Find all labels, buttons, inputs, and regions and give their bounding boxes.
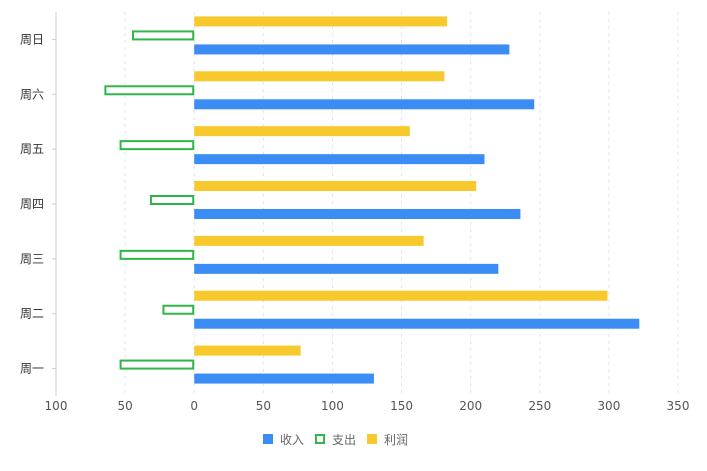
bar-支出[interactable]	[119, 140, 195, 151]
x-tick-label: 50	[117, 399, 132, 413]
category-label: 周四	[20, 197, 44, 211]
bar-收入[interactable]	[194, 263, 499, 274]
bar-支出[interactable]	[149, 195, 195, 205]
bar-利润[interactable]	[194, 235, 424, 246]
x-tick-label: 50	[256, 399, 271, 413]
x-tick-label: 350	[667, 399, 690, 413]
legend-swatch[interactable]	[367, 434, 377, 444]
axes: 100 50 0 50 100 150 200 250 300 350 周一 周二 周三 周四 周五 周六 周日	[20, 12, 689, 413]
bar-收入[interactable]	[194, 373, 374, 384]
bar-收入[interactable]	[194, 154, 485, 165]
bar-利润[interactable]	[194, 345, 301, 356]
legend-swatch[interactable]	[263, 434, 273, 444]
bar-支出[interactable]	[119, 249, 195, 260]
bar-利润[interactable]	[194, 71, 445, 82]
bar-收入[interactable]	[194, 99, 535, 110]
bar-支出[interactable]	[104, 85, 195, 96]
bar-支出[interactable]	[132, 30, 195, 41]
bars	[104, 16, 640, 384]
bar-利润[interactable]	[194, 126, 410, 137]
bar-支出[interactable]	[119, 359, 195, 370]
x-tick-label: 0	[190, 399, 198, 413]
legend-swatch[interactable]	[315, 434, 325, 444]
legend-label[interactable]: 利润	[384, 433, 408, 447]
bar-收入[interactable]	[194, 318, 640, 329]
category-label: 周一	[20, 362, 44, 376]
bar-利润[interactable]	[194, 290, 608, 301]
category-label: 周二	[20, 307, 44, 321]
category-label: 周五	[20, 142, 44, 156]
bar-支出[interactable]	[162, 304, 195, 315]
category-label: 周六	[20, 87, 44, 101]
x-tick-label: 250	[528, 399, 551, 413]
x-tick-label: 150	[390, 399, 413, 413]
bar-收入[interactable]	[194, 44, 510, 55]
x-tick-label: 200	[459, 399, 482, 413]
x-tick-label: 300	[597, 399, 620, 413]
legend-label[interactable]: 支出	[332, 433, 356, 447]
legend: 收入 支出 利润	[263, 433, 408, 447]
x-tick-label: 100	[321, 399, 344, 413]
grid-lines	[124, 12, 679, 396]
legend-label[interactable]: 收入	[280, 433, 304, 447]
bar-利润[interactable]	[194, 16, 448, 27]
bar-利润[interactable]	[194, 181, 477, 191]
category-label: 周日	[20, 32, 44, 46]
bar-收入[interactable]	[194, 209, 521, 219]
x-tick-label: 100	[45, 399, 68, 413]
category-label: 周三	[20, 252, 44, 266]
